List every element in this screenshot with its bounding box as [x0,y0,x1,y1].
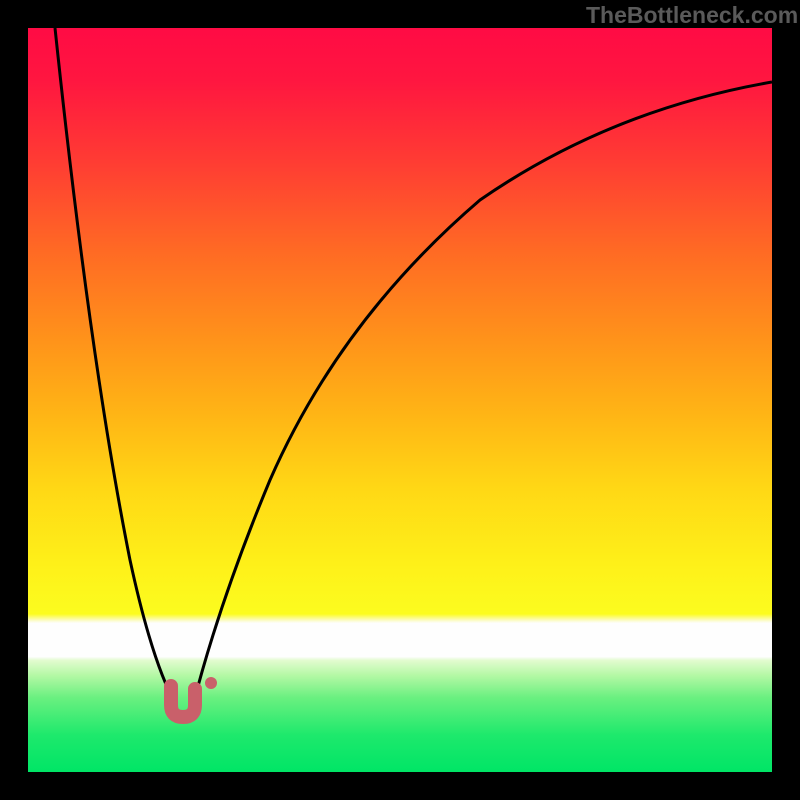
gradient-background [28,28,772,772]
plot-area [0,0,800,800]
vertex-side-dot [205,677,217,689]
watermark-text: TheBottleneck.com [586,2,798,29]
chart-root: TheBottleneck.com [0,0,800,800]
